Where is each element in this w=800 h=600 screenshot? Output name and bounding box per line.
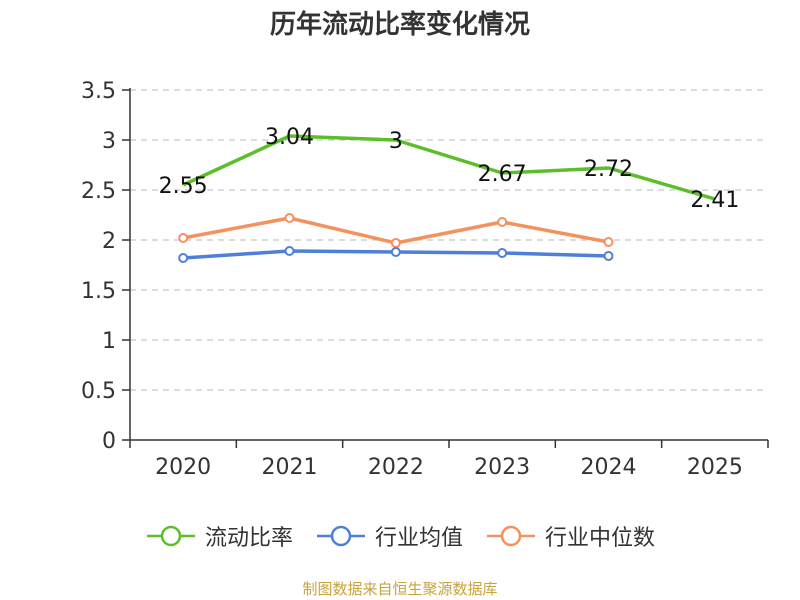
data-point [390, 247, 401, 257]
y-tick-label: 2.5 [81, 179, 116, 204]
legend-item[interactable]: 行业中位数 [485, 520, 655, 552]
data-label: 2.41 [690, 188, 739, 213]
data-point [603, 237, 614, 247]
data-point [284, 213, 295, 223]
x-tick-label: 2025 [687, 455, 743, 480]
chart-legend: 流动比率 行业均值 行业中位数 [0, 520, 800, 552]
x-tick-label: 2023 [474, 455, 530, 480]
y-tick-label: 3.5 [81, 79, 116, 104]
x-tick-label: 2020 [155, 455, 211, 480]
data-label: 2.67 [478, 162, 527, 187]
y-tick-label: 0.5 [81, 379, 116, 404]
legend-item[interactable]: 行业均值 [315, 520, 463, 552]
legend-marker [330, 525, 352, 547]
data-point [603, 251, 614, 261]
data-point [178, 233, 189, 243]
legend-label: 行业中位数 [545, 526, 656, 551]
data-point [284, 246, 295, 256]
y-tick-label: 0 [102, 429, 116, 454]
chart-title: 历年流动比率变化情况 [269, 10, 530, 40]
data-label: 2.72 [584, 157, 633, 182]
x-tick-label: 2021 [262, 455, 318, 480]
y-tick-label: 2 [102, 229, 116, 254]
data-point [178, 253, 189, 263]
legend-swatch [487, 525, 535, 547]
legend-marker [160, 525, 182, 547]
data-point [497, 248, 508, 258]
legend-swatch [316, 525, 365, 547]
data-label: 2.55 [159, 174, 208, 199]
legend-label: 流动比率 [204, 526, 293, 551]
legend-label: 行业均值 [374, 526, 463, 551]
legend-marker [500, 525, 522, 547]
legend-swatch [146, 525, 195, 547]
data-point [390, 238, 401, 248]
data-label: 3.04 [265, 125, 314, 150]
x-tick-label: 2022 [368, 455, 424, 480]
data-point [497, 217, 508, 227]
x-tick-label: 2024 [581, 455, 637, 480]
y-tick-label: 1.5 [81, 279, 116, 304]
y-tick-label: 1 [102, 329, 116, 354]
series-line [182, 134, 716, 201]
data-source-note: 制图数据来自恒生聚源数据库 [302, 580, 498, 598]
y-tick-label: 3 [102, 129, 116, 154]
data-label: 3 [389, 129, 403, 154]
legend-item[interactable]: 流动比率 [145, 520, 293, 552]
